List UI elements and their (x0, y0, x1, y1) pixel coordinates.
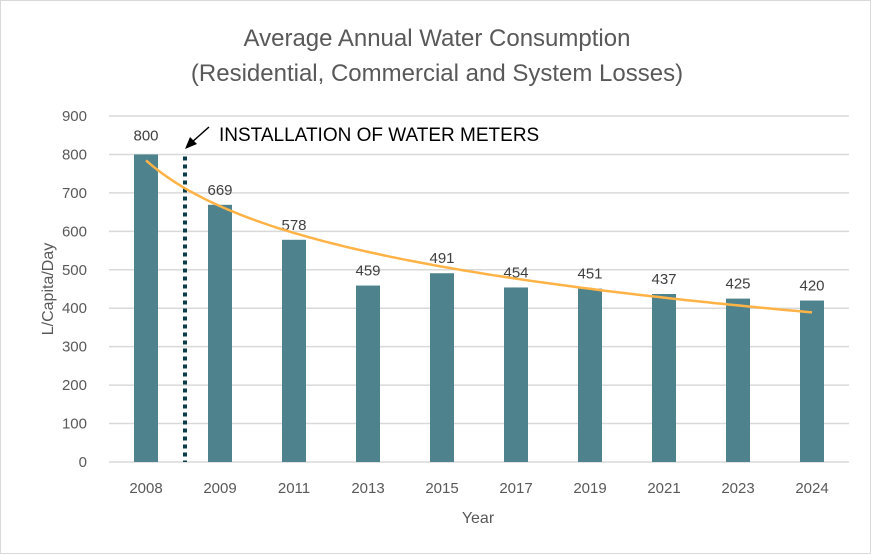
bar (208, 204, 232, 462)
data-label: 459 (355, 263, 380, 280)
y-tick-label: 700 (62, 185, 87, 202)
x-tick-label: 2008 (129, 480, 162, 497)
trendline (145, 159, 813, 314)
gridlines (109, 115, 849, 463)
x-tick-label: 2021 (647, 480, 680, 497)
annotation-arrow-head-icon (185, 137, 197, 149)
y-tick-label: 300 (62, 339, 87, 356)
y-tick-label: 0 (79, 454, 87, 471)
x-tick-label: 2015 (425, 480, 458, 497)
bar (652, 293, 676, 462)
data-label: 425 (725, 276, 750, 293)
bar (578, 288, 602, 462)
x-tick-label: 2009 (203, 480, 236, 497)
bar (134, 154, 158, 462)
bars (134, 154, 824, 462)
bar (356, 285, 380, 462)
y-axis-title: L/Capita/Day (40, 243, 57, 336)
data-label: 491 (429, 250, 454, 267)
x-axis-title: Year (462, 510, 495, 527)
x-tick-label: 2024 (795, 480, 828, 497)
y-tick-label: 200 (62, 377, 87, 394)
chart-title: Average Annual Water Consumption (244, 25, 631, 52)
x-tick-label: 2023 (721, 480, 754, 497)
data-label: 437 (651, 271, 676, 288)
x-axis-ticks: 2008 2009 2011 2013 2015 2017 2019 2021 2023 2024 (129, 480, 828, 497)
bar (800, 300, 824, 462)
bar (430, 273, 454, 462)
x-tick-label: 2019 (573, 480, 606, 497)
y-tick-label: 400 (62, 300, 87, 317)
data-label: 451 (577, 266, 602, 283)
data-label: 800 (133, 127, 158, 144)
y-axis-ticks: 0 100 200 300 400 500 600 700 800 900 (62, 108, 87, 471)
annotation-arrow-shaft (190, 126, 210, 144)
annotation-text: INSTALLATION OF WATER METERS (219, 125, 539, 146)
installation-marker (183, 126, 210, 462)
bar (726, 298, 750, 462)
data-label: 669 (207, 182, 232, 199)
x-tick-label: 2011 (278, 480, 310, 497)
x-tick-label: 2017 (499, 480, 532, 497)
bar (282, 239, 306, 462)
trendline-curve (145, 159, 813, 314)
data-label: 578 (281, 217, 306, 234)
y-tick-label: 100 (62, 416, 87, 433)
y-tick-label: 800 (62, 146, 87, 163)
chart-subtitle: (Residential, Commercial and System Loss… (191, 60, 683, 87)
bar (504, 287, 528, 462)
data-label: 420 (799, 278, 824, 295)
y-tick-label: 600 (62, 223, 87, 240)
y-tick-label: 900 (62, 108, 87, 125)
y-tick-label: 500 (62, 262, 87, 279)
x-tick-label: 2013 (351, 480, 384, 497)
